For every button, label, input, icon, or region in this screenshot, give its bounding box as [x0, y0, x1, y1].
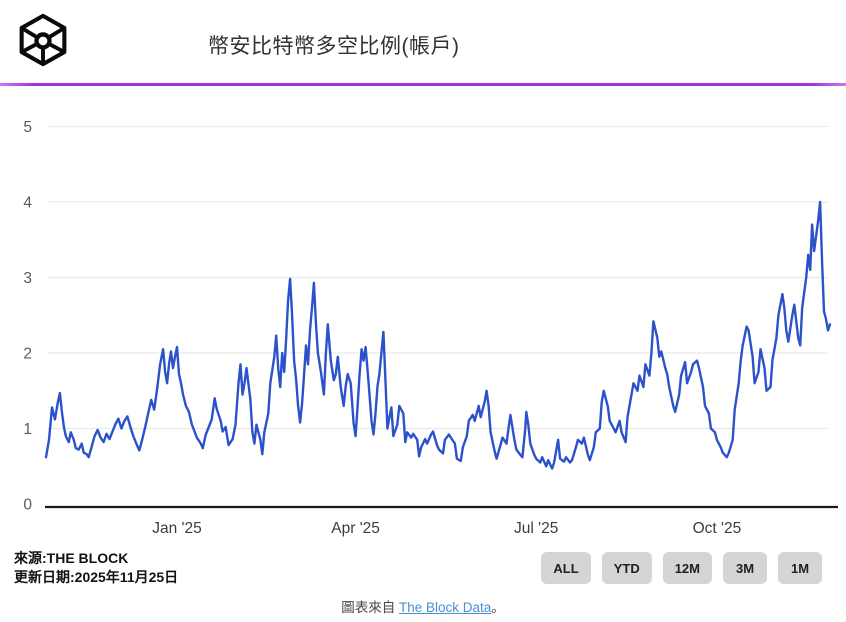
range-button-ytd[interactable]: YTD — [601, 552, 652, 584]
source-block: 來源:THE BLOCK 更新日期:2025年11月25日 — [14, 549, 178, 587]
attribution-prefix: 圖表來自 — [341, 600, 396, 615]
y-tick-label-5: 5 — [23, 119, 32, 136]
source-line: 來源:THE BLOCK — [14, 550, 129, 566]
range-button-all[interactable]: ALL — [541, 552, 591, 584]
data-line-series — [44, 200, 832, 470]
y-tick-label-2: 2 — [23, 346, 32, 363]
attribution-suffix: 。 — [491, 600, 505, 615]
y-tick-label-1: 1 — [23, 421, 32, 438]
x-tick-label: Jul '25 — [514, 520, 558, 537]
range-button-1m[interactable]: 1M — [778, 552, 822, 584]
y-tick-label-0: 0 — [23, 497, 32, 514]
y-tick-label-3: 3 — [23, 270, 32, 287]
the-block-data-link[interactable]: The Block Data — [398, 600, 492, 615]
range-button-3m[interactable]: 3M — [723, 552, 767, 584]
x-tick-label: Jan '25 — [152, 520, 202, 537]
updated-date-line: 更新日期:2025年11月25日 — [14, 569, 179, 585]
x-tick-label: Oct '25 — [693, 520, 742, 537]
range-button-group: ALL YTD 12M 3M 1M — [541, 552, 822, 584]
x-tick-label: Apr '25 — [331, 520, 380, 537]
range-button-12m[interactable]: 12M — [662, 552, 712, 584]
purple-divider — [0, 83, 846, 86]
the-block-logo-icon[interactable] — [17, 11, 69, 69]
chart-title: 幣安比特幣多空比例(帳戶) — [208, 35, 460, 58]
y-tick-label-4: 4 — [23, 195, 32, 212]
attribution: 圖表來自 The Block Data。 — [0, 596, 846, 616]
